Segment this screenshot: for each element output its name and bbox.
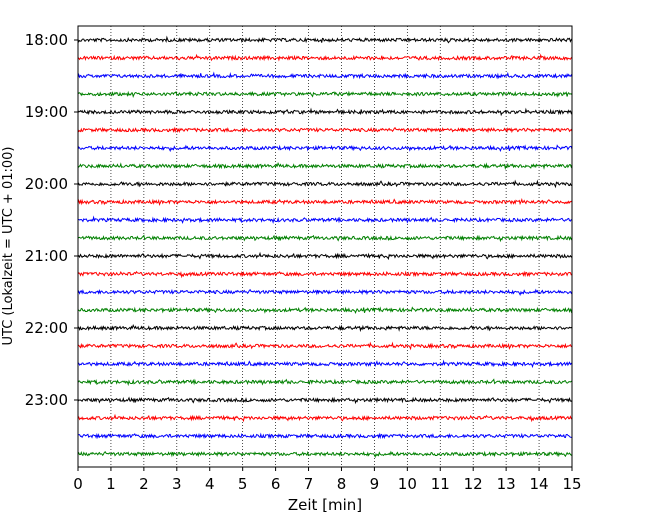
trace-line <box>77 126 573 134</box>
x-tick-label: 8 <box>337 475 347 493</box>
x-tick-label: 5 <box>238 475 248 493</box>
x-tick-label: 7 <box>304 475 314 493</box>
trace-line <box>77 161 573 171</box>
trace-line <box>77 306 573 314</box>
x-tick-label: 15 <box>562 475 581 493</box>
trace-line <box>77 413 573 423</box>
x-axis-label: Zeit [min] <box>288 496 362 514</box>
trace-line <box>77 251 573 261</box>
y-tick-label: 20:00 <box>25 175 68 193</box>
trace-line <box>77 90 573 98</box>
y-tick-label: 23:00 <box>25 391 68 409</box>
trace-line <box>77 215 573 225</box>
trace-line <box>77 288 573 297</box>
x-tick-label: 13 <box>497 475 516 493</box>
seismic-traces <box>77 35 573 459</box>
x-tick-label: 9 <box>370 475 380 493</box>
plot-frame <box>77 25 573 468</box>
y-axis-ticks: 18:00 19:00 20:00 21:00 22:00 23:00 <box>25 31 78 409</box>
trace-line <box>77 179 573 189</box>
trace-line <box>77 53 573 62</box>
y-axis-label: UTC (Lokalzeit = UTC + 01:00) <box>1 147 16 346</box>
trace-line <box>77 341 573 351</box>
trace-line <box>77 378 573 387</box>
x-tick-label: 0 <box>73 475 83 493</box>
trace-line <box>77 107 573 117</box>
x-tick-label: 4 <box>205 475 215 493</box>
y-tick-label: 19:00 <box>25 103 68 121</box>
y-tick-label: 18:00 <box>25 31 68 49</box>
x-tick-label: 10 <box>398 475 417 493</box>
trace-line <box>77 323 573 333</box>
trace-line <box>77 396 573 405</box>
x-tick-label: 14 <box>530 475 549 493</box>
trace-line <box>77 450 573 459</box>
x-tick-label: 2 <box>139 475 149 493</box>
x-tick-label: 12 <box>464 475 483 493</box>
trace-line <box>77 35 573 44</box>
y-tick-label: 22:00 <box>25 319 68 337</box>
x-tick-label: 11 <box>431 475 450 493</box>
plot-background <box>78 26 572 467</box>
trace-line <box>77 270 573 279</box>
y-tick-label: 21:00 <box>25 247 68 265</box>
trace-line <box>77 234 573 243</box>
x-tick-label: 6 <box>271 475 281 493</box>
x-axis-ticks: 0 1 2 3 4 5 6 7 8 9 10 11 12 13 14 15 <box>73 467 582 493</box>
x-tick-label: 1 <box>106 475 116 493</box>
trace-line <box>77 71 573 80</box>
trace-line <box>77 359 573 369</box>
x-tick-label: 3 <box>172 475 182 493</box>
trace-line <box>77 144 573 153</box>
trace-line <box>77 197 573 206</box>
trace-line <box>77 432 573 440</box>
